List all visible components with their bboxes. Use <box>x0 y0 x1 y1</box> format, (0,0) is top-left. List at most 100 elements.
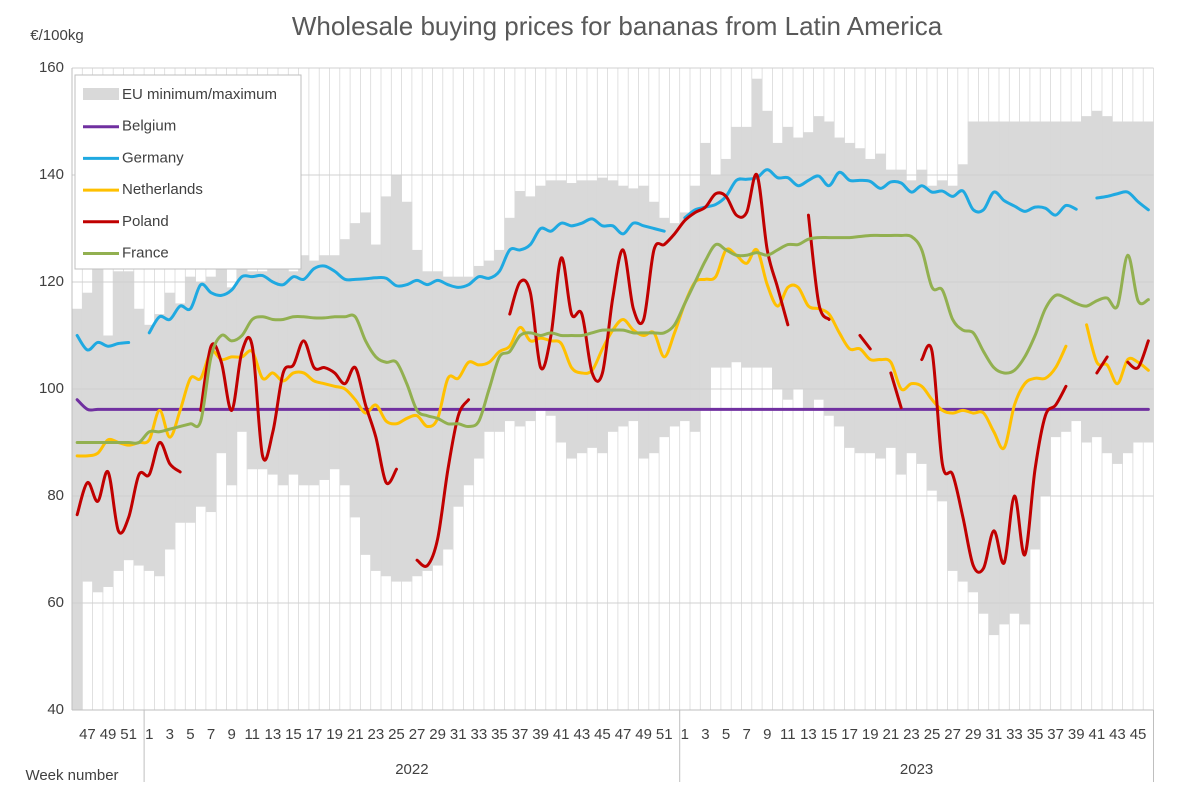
range-band <box>195 282 207 507</box>
range-band <box>473 265 485 459</box>
range-band <box>936 180 948 502</box>
range-band <box>720 158 732 368</box>
x-tick-label: 49 <box>635 726 652 743</box>
range-band <box>792 137 804 389</box>
x-tick-label: 51 <box>120 726 137 743</box>
range-band <box>1101 116 1113 454</box>
range-band <box>102 335 114 587</box>
x-tick-label: 43 <box>1109 726 1126 743</box>
y-tick-label: 100 <box>39 380 64 397</box>
range-band <box>864 158 876 454</box>
range-band <box>947 185 959 571</box>
y-tick-label: 120 <box>39 273 64 290</box>
range-band <box>308 260 320 486</box>
range-band <box>483 260 495 432</box>
range-band <box>370 244 382 571</box>
year-label: 2022 <box>395 761 428 778</box>
legend: EU minimum/maximum Belgium Germany Netherla… <box>74 74 302 270</box>
range-band <box>82 292 93 582</box>
series-line <box>75 173 1150 574</box>
x-tick-label: 23 <box>903 726 920 743</box>
range-band <box>916 169 928 464</box>
x-tick-label: 25 <box>924 726 941 743</box>
x-tick-label: 9 <box>227 726 235 743</box>
range-band <box>504 217 516 422</box>
range-band <box>1122 121 1134 454</box>
range-band <box>679 212 691 422</box>
range-band <box>421 271 433 571</box>
range-band <box>844 142 856 448</box>
x-tick-label: 1 <box>681 726 689 743</box>
series-line <box>75 168 1150 352</box>
range-band <box>143 324 155 571</box>
x-tick-label: 47 <box>615 726 632 743</box>
range-band <box>257 271 268 470</box>
range-band <box>267 255 279 475</box>
range-band <box>246 271 258 470</box>
range-band <box>205 276 217 513</box>
range-band <box>555 180 567 443</box>
range-band <box>761 110 773 368</box>
x-tick-label: 35 <box>491 726 508 743</box>
range-band <box>133 308 145 566</box>
range-band <box>442 276 454 550</box>
range-band <box>906 180 917 454</box>
x-tick-label: 17 <box>306 726 323 743</box>
x-tick-label: 23 <box>368 726 385 743</box>
x-tick-label: 5 <box>722 726 730 743</box>
range-band <box>123 271 135 561</box>
x-tick-label: 11 <box>244 726 260 743</box>
range-band <box>978 121 989 614</box>
range-band <box>1060 121 1072 432</box>
range-band <box>514 191 526 427</box>
x-tick-label: 7 <box>207 726 215 743</box>
x-tick-label: 31 <box>450 726 467 743</box>
x-tick-label: 19 <box>862 726 879 743</box>
x-tick-label: 13 <box>800 726 817 743</box>
range-band <box>885 169 897 448</box>
legend-label: Netherlands <box>122 181 203 198</box>
range-band <box>545 180 557 416</box>
x-tick-label: 37 <box>512 726 529 743</box>
x-axis-title: Week number <box>25 767 118 784</box>
range-band <box>494 249 505 432</box>
range-band <box>1081 116 1092 443</box>
y-tick-label: 80 <box>47 487 64 504</box>
x-tick-label: 39 <box>1068 726 1085 743</box>
range-band <box>452 276 464 507</box>
y-tick-label: 60 <box>47 594 64 611</box>
x-tick-label: 43 <box>574 726 591 743</box>
range-band <box>1091 110 1103 438</box>
range-band <box>463 276 474 486</box>
range-band <box>967 121 979 593</box>
range-band <box>710 175 722 368</box>
range-band <box>741 126 753 368</box>
x-tick-label: 47 <box>79 726 96 743</box>
range-band <box>154 314 165 577</box>
x-tick-label: 29 <box>965 726 982 743</box>
range-band <box>164 292 176 550</box>
x-tick-label: 31 <box>986 726 1003 743</box>
x-tick-label: 1 <box>145 726 153 743</box>
x-tick-label: 33 <box>471 726 488 743</box>
legend-box <box>74 74 302 270</box>
x-tick-label: 3 <box>166 726 174 743</box>
x-tick-label: 41 <box>553 726 570 743</box>
x-tick-label: 45 <box>1130 726 1147 743</box>
x-tick-label: 21 <box>347 726 364 743</box>
x-tick-label: 19 <box>326 726 343 743</box>
range-band <box>112 271 124 571</box>
range-band <box>617 185 629 427</box>
legend-label: France <box>122 244 169 261</box>
x-tick-label: 37 <box>1047 726 1064 743</box>
range-band <box>658 217 670 438</box>
series-line <box>75 398 1150 412</box>
range-band <box>854 148 866 454</box>
range-band <box>236 260 248 432</box>
range-band <box>648 201 660 454</box>
range-band <box>730 126 742 363</box>
range-band <box>586 180 598 448</box>
range-band <box>380 196 392 577</box>
